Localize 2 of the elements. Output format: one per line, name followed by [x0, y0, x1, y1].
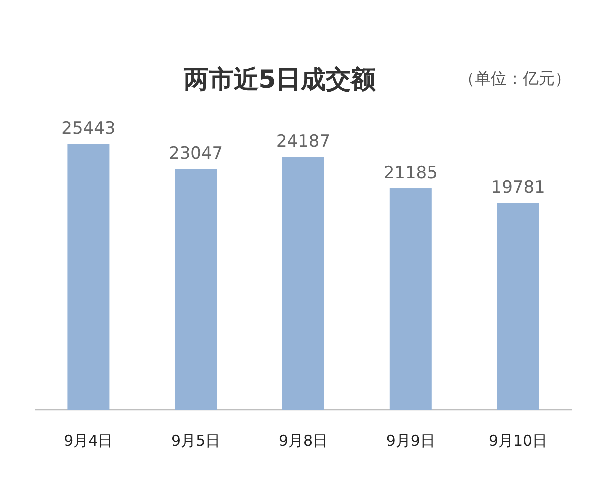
- title: 两市近5日成交额: [184, 65, 376, 94]
- subtitle: （单位：亿元）: [459, 69, 571, 88]
